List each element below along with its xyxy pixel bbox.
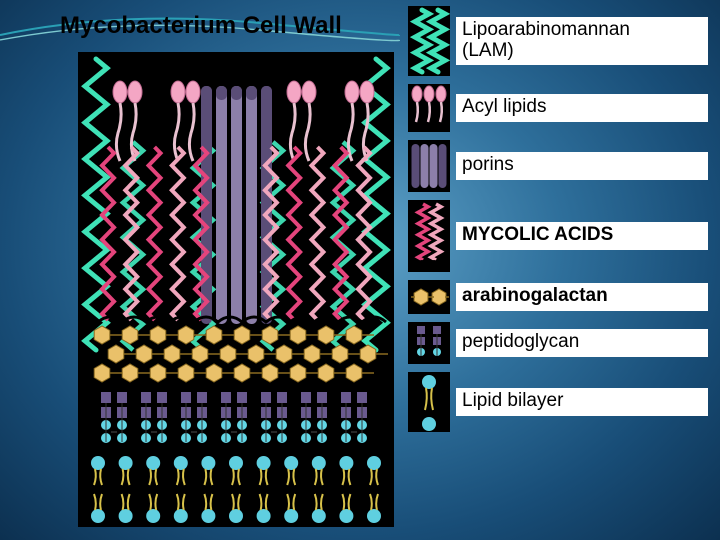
porin-icon bbox=[408, 140, 450, 192]
legend-label-mycolic: MYCOLIC ACIDS bbox=[456, 222, 708, 250]
legend-row-porin: porins bbox=[408, 140, 708, 192]
legend-label-arabino: arabinogalactan bbox=[456, 283, 708, 311]
legend-row-pepto: peptidoglycan bbox=[408, 322, 708, 364]
legend-row-arabino: arabinogalactan bbox=[408, 280, 708, 314]
lipid-icon bbox=[408, 372, 450, 432]
legend-label-pepto: peptidoglycan bbox=[456, 329, 708, 357]
legend-row-mycolic: MYCOLIC ACIDS bbox=[408, 200, 708, 272]
acyl-icon bbox=[408, 84, 450, 132]
legend-row-lipid: Lipid bilayer bbox=[408, 372, 708, 432]
legend: Lipoarabinomannan (LAM) Acyl lipids porins… bbox=[408, 6, 708, 440]
legend-label-acyl: Acyl lipids bbox=[456, 94, 708, 122]
legend-label-lipid: Lipid bilayer bbox=[456, 388, 708, 416]
legend-label-porin: porins bbox=[456, 152, 708, 180]
legend-row-lam: Lipoarabinomannan (LAM) bbox=[408, 6, 708, 76]
arabino-icon bbox=[408, 280, 450, 314]
lam-icon bbox=[408, 6, 450, 76]
legend-row-acyl: Acyl lipids bbox=[408, 84, 708, 132]
pepto-icon bbox=[408, 322, 450, 364]
legend-label-lam: Lipoarabinomannan (LAM) bbox=[456, 17, 708, 64]
mycolic-icon bbox=[408, 200, 450, 272]
cell-wall-diagram bbox=[78, 52, 394, 527]
diagram-title: Mycobacterium Cell Wall bbox=[60, 12, 342, 40]
